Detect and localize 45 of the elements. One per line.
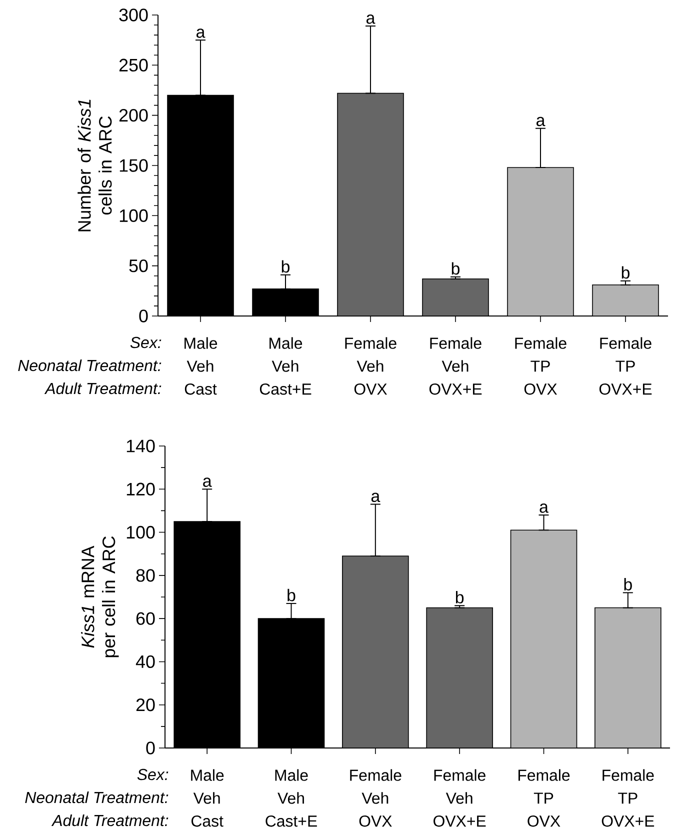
text: Neonatal Treatment: — [18, 359, 162, 372]
y-tick-label: 200 — [119, 108, 148, 122]
y-tick-label: 100 — [126, 526, 155, 539]
annotation: b — [624, 578, 632, 590]
x-tick-label: Male Veh Cast+E — [266, 769, 317, 827]
x-tick-label: Male Veh Cast — [184, 337, 218, 395]
x-tick-label: Female Veh OVX — [345, 337, 396, 395]
annotation: b — [288, 588, 296, 602]
y-tick-label: 140 — [126, 440, 155, 452]
y-tick-label: 0 — [139, 310, 148, 322]
y-tick-label: 250 — [119, 58, 148, 72]
text: Sex: — [137, 768, 168, 780]
x-tick-label: Female Veh OVX+E — [429, 337, 482, 395]
y-tick-label: 50 — [129, 259, 148, 272]
y-tick-label: 80 — [136, 569, 155, 582]
x-tick-label: Female Veh OVX — [350, 769, 402, 827]
text: Adult Treatment: — [51, 814, 168, 826]
x-tick-label: Female TP OVX — [518, 769, 570, 827]
annotation: a — [196, 28, 206, 38]
annotation: a — [540, 504, 548, 513]
x-tick-label: Male Veh Cast — [191, 769, 224, 827]
annotation: b — [452, 262, 460, 275]
y-tick-label: 120 — [126, 482, 155, 496]
annotation: a — [371, 492, 380, 502]
x-tick-label: Female TP OVX+E — [599, 337, 652, 395]
annotation: a — [536, 116, 546, 126]
annotation: b — [282, 260, 290, 273]
y-tick-label: 0 — [146, 742, 155, 754]
y-tick-label: 150 — [120, 159, 148, 172]
text: Adult Treatment: — [44, 382, 162, 394]
text: Neonatal Treatment: — [25, 791, 168, 804]
x-tick-label: Male Veh Cast+E — [260, 337, 312, 395]
x-tick-label: Female TP OVX — [515, 337, 566, 395]
annotation: a — [203, 478, 212, 487]
x-tick-label: Female TP OVX+E — [602, 769, 654, 827]
y-tick-label: 40 — [136, 655, 155, 668]
text: Sex: — [130, 336, 162, 348]
y-tick-label: 60 — [136, 612, 155, 625]
y-tick-label: 100 — [120, 209, 148, 222]
annotation: b — [456, 590, 464, 604]
y-tick-label: 300 — [119, 8, 148, 22]
annotation: b — [622, 266, 630, 279]
x-tick-label: Female Veh OVX+E — [434, 769, 486, 827]
y-tick-label: 20 — [136, 698, 155, 712]
annotation: a — [366, 14, 376, 24]
